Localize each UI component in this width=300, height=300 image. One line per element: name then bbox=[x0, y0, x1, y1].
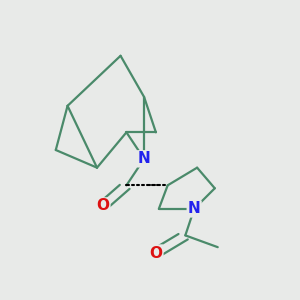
Text: O: O bbox=[96, 198, 110, 213]
Text: O: O bbox=[149, 246, 162, 261]
Text: N: N bbox=[138, 151, 151, 166]
Text: N: N bbox=[188, 201, 200, 216]
